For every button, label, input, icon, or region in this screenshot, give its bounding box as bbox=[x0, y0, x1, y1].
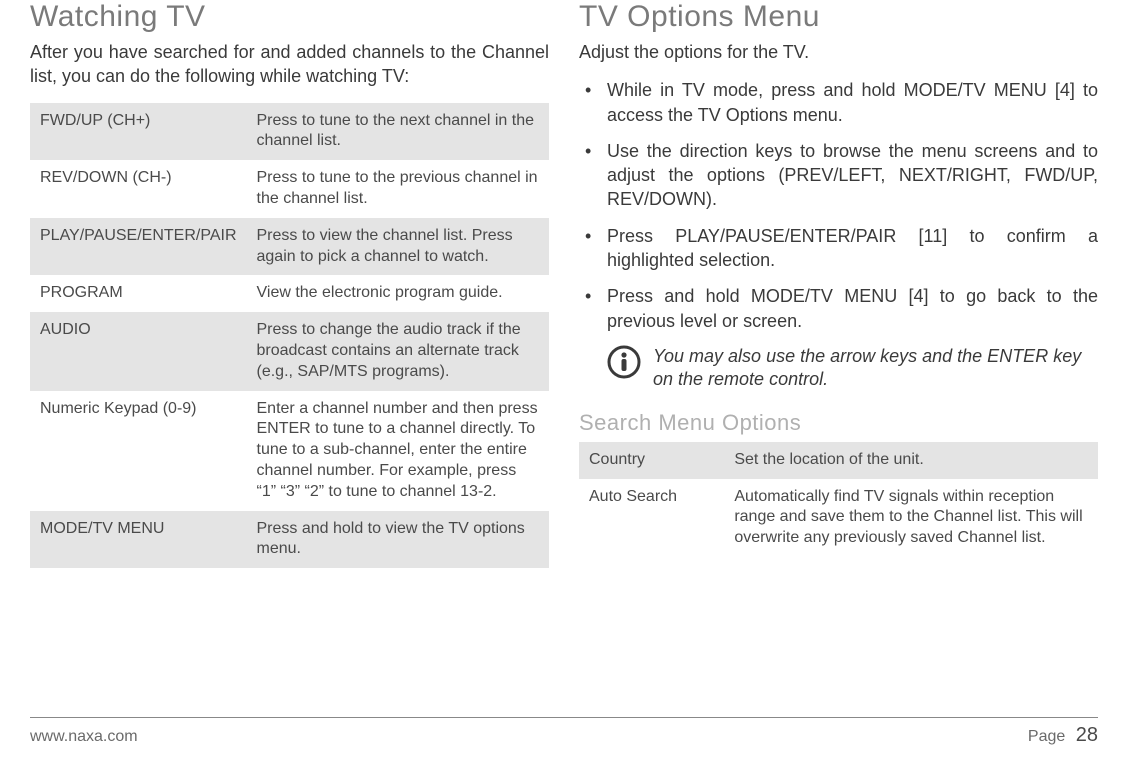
list-item: While in TV mode, press and hold MODE/TV… bbox=[579, 78, 1098, 127]
table-row: Auto Search Automatically find TV signal… bbox=[579, 479, 1098, 557]
table-row: PROGRAM View the electronic program guid… bbox=[30, 275, 549, 312]
tv-options-bullets: While in TV mode, press and hold MODE/TV… bbox=[579, 78, 1098, 333]
page-footer: www.naxa.com Page 28 bbox=[30, 717, 1098, 747]
footer-page: Page 28 bbox=[1028, 724, 1098, 747]
page-columns: Watching TV After you have searched for … bbox=[30, 0, 1098, 690]
table-row: PLAY/PAUSE/ENTER/PAIR Press to view the … bbox=[30, 218, 549, 276]
control-desc: Press to tune to the previous channel in… bbox=[247, 160, 550, 218]
list-item: Use the direction keys to browse the men… bbox=[579, 139, 1098, 212]
controls-table: FWD/UP (CH+) Press to tune to the next c… bbox=[30, 103, 549, 569]
control-desc: Press and hold to view the TV options me… bbox=[247, 511, 550, 569]
control-key: PROGRAM bbox=[30, 275, 247, 312]
info-icon bbox=[607, 345, 641, 379]
table-row: REV/DOWN (CH-) Press to tune to the prev… bbox=[30, 160, 549, 218]
page-label: Page bbox=[1028, 728, 1065, 745]
control-desc: View the electronic program guide. bbox=[247, 275, 550, 312]
control-key: PLAY/PAUSE/ENTER/PAIR bbox=[30, 218, 247, 276]
footer-url: www.naxa.com bbox=[30, 728, 138, 746]
control-key: Numeric Keypad (0-9) bbox=[30, 391, 247, 511]
watching-tv-intro: After you have searched for and added ch… bbox=[30, 40, 549, 89]
control-desc: Press to tune to the next channel in the… bbox=[247, 103, 550, 161]
option-key: Auto Search bbox=[579, 479, 724, 557]
tv-options-intro: Adjust the options for the TV. bbox=[579, 40, 1098, 64]
search-menu-heading: Search Menu Options bbox=[579, 410, 1098, 436]
table-row: Numeric Keypad (0-9) Enter a channel num… bbox=[30, 391, 549, 511]
list-item: Press PLAY/PAUSE/ENTER/PAIR [11] to conf… bbox=[579, 224, 1098, 273]
page-number: 28 bbox=[1076, 724, 1098, 746]
control-key: MODE/TV MENU bbox=[30, 511, 247, 569]
control-key: REV/DOWN (CH-) bbox=[30, 160, 247, 218]
control-key: AUDIO bbox=[30, 312, 247, 390]
option-desc: Automatically find TV signals within rec… bbox=[724, 479, 1098, 557]
control-desc: Enter a channel number and then press EN… bbox=[247, 391, 550, 511]
info-note-text: You may also use the arrow keys and the … bbox=[653, 345, 1098, 392]
tv-options-heading: TV Options Menu bbox=[579, 0, 1098, 34]
option-desc: Set the location of the unit. bbox=[724, 442, 1098, 479]
list-item: Press and hold MODE/TV MENU [4] to go ba… bbox=[579, 284, 1098, 333]
left-column: Watching TV After you have searched for … bbox=[30, 0, 549, 690]
table-row: FWD/UP (CH+) Press to tune to the next c… bbox=[30, 103, 549, 161]
table-row: Country Set the location of the unit. bbox=[579, 442, 1098, 479]
table-row: MODE/TV MENU Press and hold to view the … bbox=[30, 511, 549, 569]
watching-tv-heading: Watching TV bbox=[30, 0, 549, 34]
info-note: You may also use the arrow keys and the … bbox=[607, 345, 1098, 392]
option-key: Country bbox=[579, 442, 724, 479]
table-row: AUDIO Press to change the audio track if… bbox=[30, 312, 549, 390]
right-column: TV Options Menu Adjust the options for t… bbox=[579, 0, 1098, 690]
control-key: FWD/UP (CH+) bbox=[30, 103, 247, 161]
control-desc: Press to change the audio track if the b… bbox=[247, 312, 550, 390]
control-desc: Press to view the channel list. Press ag… bbox=[247, 218, 550, 276]
search-options-table: Country Set the location of the unit. Au… bbox=[579, 442, 1098, 557]
